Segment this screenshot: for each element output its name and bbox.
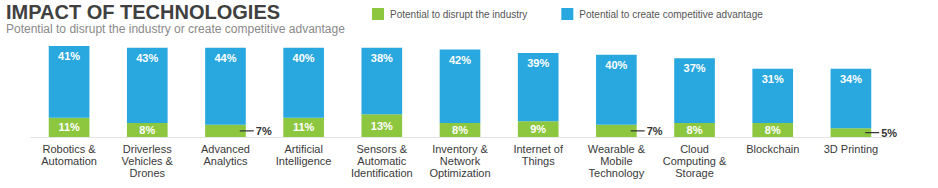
bar-segment <box>831 128 872 137</box>
legend-label: Potential to create competitive advantag… <box>579 9 763 20</box>
tick: Robotics &Automation <box>41 137 97 167</box>
bar-segment <box>205 48 246 125</box>
tick-label: Inventory &NetworkOptimization <box>429 143 490 179</box>
legend: Potential to disrupt the industry Potenti… <box>372 8 763 20</box>
data-label: 34% <box>840 73 862 85</box>
data-label: 43% <box>136 52 158 64</box>
bar-segment <box>127 123 168 137</box>
bar-segment <box>440 50 481 124</box>
tick: Internet ofThings <box>513 137 563 167</box>
tick: Blockchain <box>746 137 799 155</box>
tick-label: Blockchain <box>746 143 799 155</box>
legend-swatch <box>561 8 573 20</box>
data-label: 11% <box>293 121 315 133</box>
label-leader <box>631 130 645 131</box>
x-axis: Robotics &Automation DriverlessVehicles &… <box>31 137 891 179</box>
tick: Sensors &AutomaticIdentification <box>351 137 413 179</box>
bar-segment <box>596 125 637 137</box>
data-label: 37% <box>684 62 706 74</box>
tick: DriverlessVehicles &Drones <box>122 137 174 179</box>
bar-segment <box>49 118 90 137</box>
bar-segment <box>361 114 402 137</box>
bar-segment <box>674 58 715 123</box>
tick-label: Robotics &Automation <box>41 143 97 167</box>
data-label: 40% <box>605 59 627 71</box>
bar-segment <box>518 121 559 137</box>
data-label: 8% <box>687 124 703 136</box>
bar-segment <box>674 123 715 137</box>
data-label: 31% <box>762 73 784 85</box>
tick-label: DriverlessVehicles &Drones <box>122 143 174 179</box>
tick-label: CloudComputing &Storage <box>663 143 727 179</box>
chart: IMPACT OF TECHNOLOGIESPotential to disru… <box>0 0 938 188</box>
data-labels: 11% 8% 7% 11% 13% 8% 9% 7% 8% 8% 5% 41% 43% 44% 40% 38%… <box>58 50 897 139</box>
subtitle: Potential to disrupt the industry or cre… <box>6 22 345 36</box>
tick-label: Internet ofThings <box>513 143 563 167</box>
bar-segment <box>518 53 559 121</box>
bars <box>49 46 871 137</box>
data-label: 9% <box>530 123 546 135</box>
label-leader <box>240 130 254 131</box>
bar-segment <box>752 123 793 137</box>
data-label: 8% <box>452 124 468 136</box>
label-leader <box>865 132 879 133</box>
tick-label: Wearable &MobileTechnology <box>588 143 646 179</box>
tick: Wearable &MobileTechnology <box>588 137 646 179</box>
legend-label: Potential to disrupt the industry <box>390 9 527 20</box>
tick: ArtificialIntelligence <box>276 137 332 167</box>
bar-segment <box>440 123 481 137</box>
data-label: 8% <box>139 124 155 136</box>
data-label: 8% <box>765 124 781 136</box>
data-label: 5% <box>881 127 897 139</box>
tick: Inventory &NetworkOptimization <box>429 137 490 179</box>
bar-segment <box>831 69 872 129</box>
data-label: 40% <box>293 52 315 64</box>
axis-line <box>31 137 891 138</box>
data-label: 38% <box>371 52 393 64</box>
tick-label: Sensors &AutomaticIdentification <box>351 143 413 179</box>
bar-segment <box>127 48 168 123</box>
bar-segment <box>752 69 793 123</box>
tick-label: AdvancedAnalytics <box>201 143 250 167</box>
title: IMPACT OF TECHNOLOGIES <box>6 1 280 23</box>
legend-swatch <box>372 8 384 20</box>
data-label: 7% <box>647 125 663 137</box>
bar-segment <box>361 48 402 115</box>
data-label: 44% <box>214 52 236 64</box>
data-label: 11% <box>58 121 80 133</box>
tick: AdvancedAnalytics <box>201 137 250 167</box>
data-label: 41% <box>58 50 80 62</box>
tick-label: 3D Printing <box>824 143 878 155</box>
data-label: 39% <box>527 57 549 69</box>
bar-segment <box>596 55 637 125</box>
tick: 3D Printing <box>824 137 878 155</box>
data-label: 13% <box>371 120 393 132</box>
bar-segment <box>283 118 324 137</box>
data-label: 42% <box>449 54 471 66</box>
tick: CloudComputing &Storage <box>663 137 727 179</box>
tick-label: ArtificialIntelligence <box>276 143 332 167</box>
bar-segment <box>49 46 90 118</box>
bar-segment <box>283 48 324 118</box>
data-label: 7% <box>256 125 272 137</box>
bar-segment <box>205 125 246 137</box>
